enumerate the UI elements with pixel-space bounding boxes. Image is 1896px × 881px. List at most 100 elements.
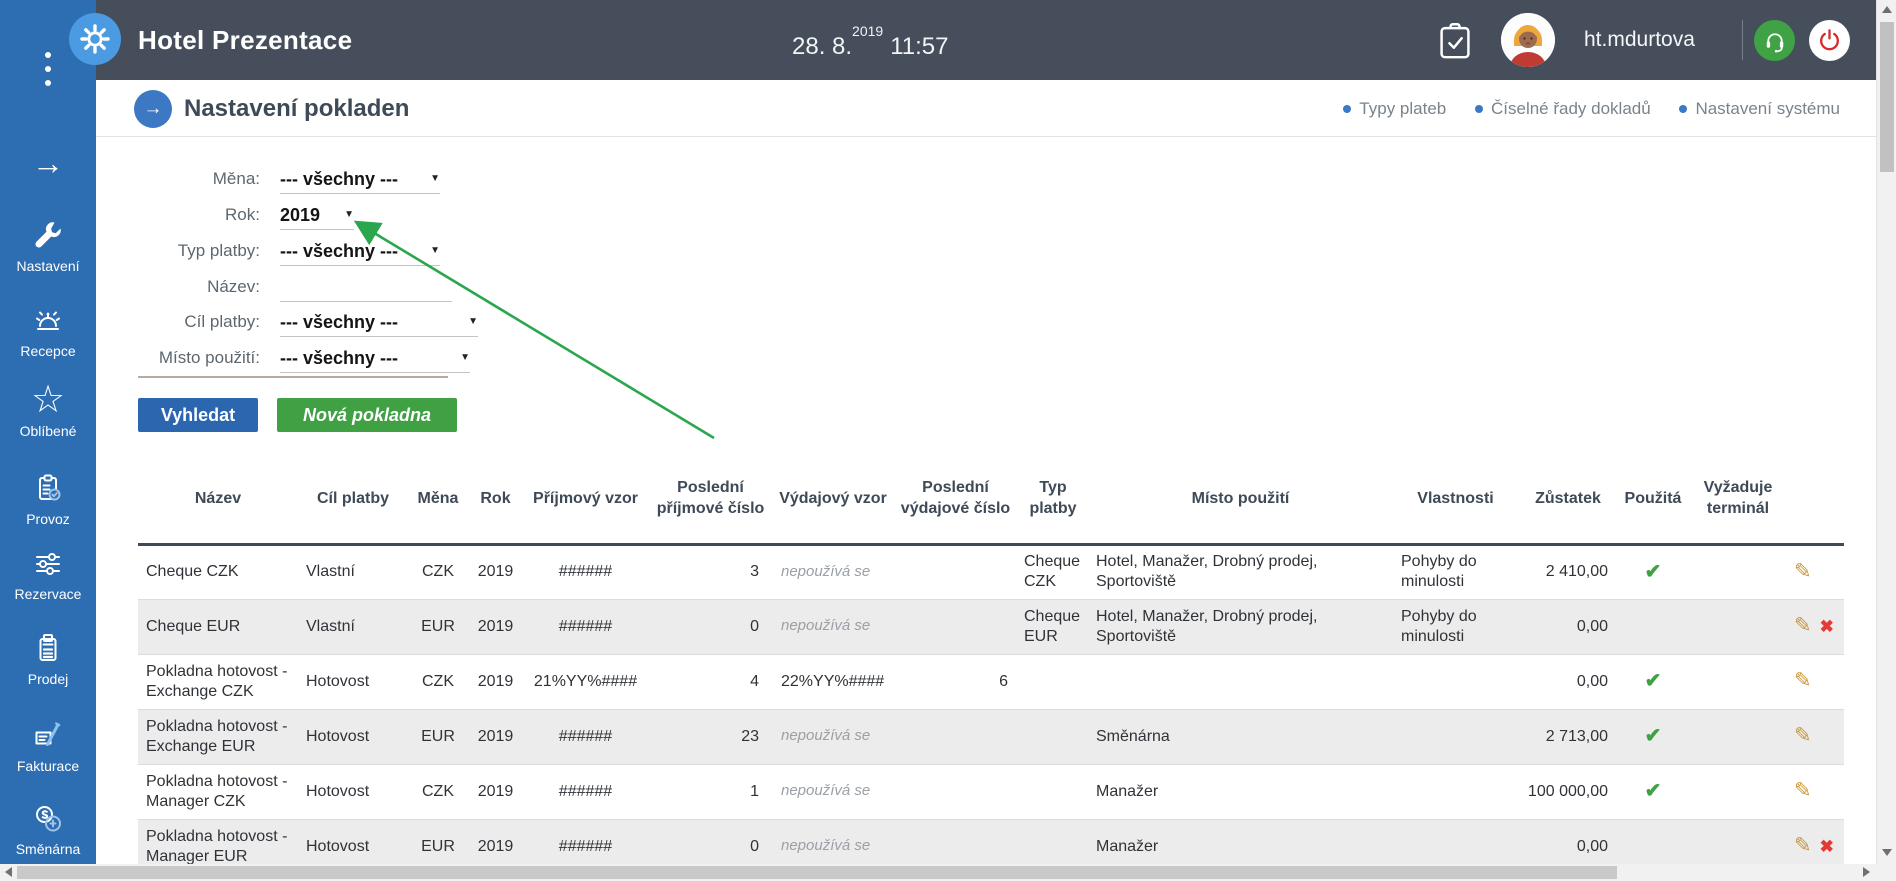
vertical-scrollbar[interactable]	[1876, 0, 1896, 864]
cell-actions: ✎	[1788, 709, 1844, 765]
filter-row-misto-pouziti: Místo použití: --- všechny --- ▼	[96, 343, 470, 373]
arrow-right-icon: →	[143, 98, 163, 119]
sidebar-item-label: Oblíbené	[19, 423, 77, 439]
cell-actions: ✎	[1788, 544, 1844, 600]
page-header: → Nastavení pokladen Typy plateb Číselné…	[96, 80, 1876, 137]
bullet-icon	[1679, 105, 1688, 113]
cashdesk-table: Název Cíl platby Měna Rok Příjmový vzor …	[138, 456, 1844, 864]
link-ciselne-rady[interactable]: Číselné řady dokladů	[1474, 99, 1651, 118]
cell-typ-platby: Cheque EUR	[1018, 599, 1088, 655]
filter-row-cil-platby: Cíl platby: --- všechny --- ▼	[96, 307, 478, 337]
sidebar-item-oblibene[interactable]: ☆ Oblíbené	[0, 380, 96, 439]
cell-posledni-prijmove: 0	[648, 819, 773, 864]
bell-icon	[0, 300, 96, 340]
cell-zustatek: 2 713,00	[1518, 709, 1618, 765]
settings-gear-icon[interactable]	[69, 13, 121, 65]
delete-x-icon[interactable]: ✖	[1819, 617, 1834, 637]
back-arrow-button[interactable]: →	[134, 90, 172, 128]
nazev-input[interactable]	[280, 272, 452, 302]
table-row: Pokladna hotovost - Exchange CZK Hotovos…	[138, 654, 1844, 710]
cell-posledni-prijmove: 0	[648, 599, 773, 655]
cell-vydajovy-vzor: nepoužívá se	[773, 599, 893, 655]
cell-prijmovy-vzor: ######	[523, 599, 648, 655]
cell-zustatek: 2 410,00	[1518, 544, 1618, 600]
username[interactable]: ht.mdurtova	[1584, 28, 1695, 51]
sidebar-item-rezervace[interactable]: Rezervace	[0, 543, 96, 602]
cell-mena: EUR	[408, 709, 468, 765]
star-icon: ☆	[30, 379, 66, 421]
app-title: Hotel Prezentace	[138, 25, 353, 55]
clipboard-check-icon	[0, 468, 96, 508]
cell-mena: CZK	[408, 764, 468, 820]
table-row: Cheque CZK Vlastní CZK 2019 ###### 3 nep…	[138, 544, 1844, 600]
cell-cil-platby: Hotovost	[298, 764, 408, 820]
time: 11:57	[890, 33, 949, 60]
col-prijmovy-vzor: Příjmový vzor	[523, 456, 648, 546]
edit-pencil-icon[interactable]: ✎	[1794, 614, 1812, 638]
filter-row-typ-platby: Typ platby: --- všechny --- ▼	[96, 236, 440, 266]
cell-pouzita	[1618, 819, 1688, 864]
edit-pencil-icon[interactable]: ✎	[1794, 834, 1812, 858]
misto-pouziti-select[interactable]: --- všechny --- ▼	[280, 343, 470, 373]
col-mena: Měna	[408, 456, 468, 546]
rok-select[interactable]: 2019 ▼	[280, 200, 354, 230]
cell-rok: 2019	[468, 764, 523, 820]
edit-pencil-icon[interactable]: ✎	[1794, 724, 1812, 748]
cell-typ-platby	[1018, 654, 1088, 710]
filter-label: Rok:	[225, 205, 260, 224]
filter-label: Cíl platby:	[184, 312, 260, 331]
scroll-down-arrow[interactable]	[1882, 849, 1892, 856]
logout-power-button[interactable]	[1809, 20, 1850, 61]
sidebar-menu-dots-icon[interactable]	[0, 52, 96, 86]
cell-nazev: Pokladna hotovost - Exchange CZK	[138, 654, 298, 710]
cell-mena: EUR	[408, 819, 468, 864]
edit-pencil-icon[interactable]: ✎	[1794, 779, 1812, 803]
link-nastaveni-systemu[interactable]: Nastavení systému	[1679, 99, 1840, 118]
avatar[interactable]	[1501, 13, 1555, 67]
search-button[interactable]: Vyhledat	[138, 398, 258, 432]
col-vydajovy-vzor: Výdajový vzor	[773, 456, 893, 546]
sidebar-item-prodej[interactable]: Prodej	[0, 628, 96, 687]
link-typy-plateb[interactable]: Typy plateb	[1343, 99, 1446, 118]
filter-label: Typ platby:	[177, 241, 260, 260]
sidebar-item-fakturace[interactable]: Fakturace	[0, 715, 96, 774]
tasks-clipboard-icon[interactable]	[1438, 22, 1472, 60]
edit-pencil-icon[interactable]: ✎	[1794, 559, 1812, 583]
sidebar-item-provoz[interactable]: Provoz	[0, 468, 96, 527]
sidebar-item-label: Prodej	[27, 671, 69, 687]
scroll-left-arrow[interactable]	[5, 867, 12, 877]
cell-posledni-vydajove	[893, 764, 1018, 820]
top-bar: Hotel Prezentace 28. 8.2019 11:57 ht.mdur…	[0, 0, 1896, 80]
horizontal-scrollbar[interactable]	[0, 864, 1876, 881]
support-headset-button[interactable]	[1754, 20, 1795, 61]
edit-pencil-icon[interactable]: ✎	[1794, 669, 1812, 693]
bullet-icon	[1343, 105, 1352, 113]
new-cashdesk-button[interactable]: Nová pokladna	[277, 398, 457, 432]
sidebar-item-nastaveni[interactable]: Nastavení	[0, 215, 96, 274]
cell-nazev: Cheque EUR	[138, 599, 298, 655]
cil-platby-select[interactable]: --- všechny --- ▼	[280, 307, 478, 337]
scroll-right-arrow[interactable]	[1863, 867, 1870, 877]
cell-zustatek: 0,00	[1518, 654, 1618, 710]
cell-misto-pouziti: Směnárna	[1088, 709, 1393, 765]
table-body: Cheque CZK Vlastní CZK 2019 ###### 3 nep…	[138, 544, 1844, 864]
filter-label: Název:	[207, 277, 260, 296]
scroll-up-arrow[interactable]	[1882, 6, 1892, 13]
mena-select[interactable]: --- všechny --- ▼	[280, 164, 440, 194]
delete-x-icon[interactable]: ✖	[1819, 837, 1834, 857]
cell-typ-platby	[1018, 709, 1088, 765]
sidebar-item-recepce[interactable]: Recepce	[0, 300, 96, 359]
cell-posledni-vydajove	[893, 599, 1018, 655]
cell-nazev: Pokladna hotovost - Manager EUR	[138, 819, 298, 864]
sidebar-item-expand[interactable]: →	[0, 143, 96, 183]
cell-misto-pouziti: Manažer	[1088, 819, 1393, 864]
col-zustatek: Zůstatek	[1518, 456, 1618, 546]
sidebar-item-smenarna[interactable]: Směnárna	[0, 798, 96, 857]
scrollbar-corner	[1876, 864, 1896, 881]
typ-platby-select[interactable]: --- všechny --- ▼	[280, 236, 440, 266]
cell-actions: ✎ ✖	[1788, 599, 1844, 655]
sidebar-item-label: Směnárna	[15, 841, 81, 857]
vertical-scroll-thumb[interactable]	[1880, 22, 1894, 172]
col-rok: Rok	[468, 456, 523, 546]
horizontal-scroll-thumb[interactable]	[17, 866, 1617, 879]
